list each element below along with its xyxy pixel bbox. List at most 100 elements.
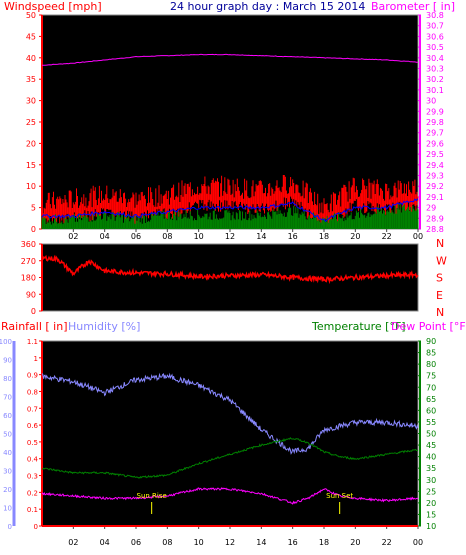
sunset-label: Sun Set xyxy=(326,492,353,500)
compass-label: N xyxy=(436,306,444,319)
baro-axis-label: 29.9 xyxy=(426,107,444,116)
barometer-line xyxy=(41,53,419,66)
temperature-axis-label: 10 xyxy=(426,522,436,531)
temperature-axis-label: 45 xyxy=(426,441,436,450)
baro-axis-label: 29.7 xyxy=(426,129,444,138)
rain-axis-label: 0.3 xyxy=(27,473,38,481)
dewpoint-line xyxy=(41,487,419,505)
compass-label: E xyxy=(436,289,443,302)
baro-axis-label: 30.7 xyxy=(426,22,444,31)
wind-axis-label: 50 xyxy=(26,11,36,20)
baro-axis-label: 30 xyxy=(426,97,436,106)
humidity-axis-label: 50 xyxy=(3,431,12,439)
x-axis-label: 04 xyxy=(100,538,110,547)
wind-axis-label: 20 xyxy=(26,139,36,148)
temperature-axis-label: 75 xyxy=(426,372,436,381)
rain-axis-label: 0.5 xyxy=(27,439,38,447)
graph-date-title: 24 hour graph day : March 15 2014 xyxy=(170,0,365,13)
wind-direction-line xyxy=(41,254,419,285)
x-axis-label: 06 xyxy=(131,538,141,547)
rain-axis-label: 0.7 xyxy=(27,405,38,413)
x-axis-label: 08 xyxy=(162,232,172,241)
temperature-axis-label: 35 xyxy=(426,464,436,473)
temperature-axis-label: 30 xyxy=(426,476,436,485)
humidity-line xyxy=(41,372,419,455)
x-axis-label: 20 xyxy=(350,538,360,547)
humidity-axis-label: 80 xyxy=(3,375,12,383)
temperature-axis-label: 80 xyxy=(426,360,436,369)
temperature-axis-label: 20 xyxy=(426,499,436,508)
dewpoint-title: Dew Point [°F] xyxy=(391,320,466,333)
rain-axis-label: 0.1 xyxy=(27,506,38,514)
wind-axis-label: 10 xyxy=(26,182,36,191)
x-axis-label: 12 xyxy=(225,232,235,241)
temperature-axis-label: 65 xyxy=(426,395,436,404)
wind-axis-label: 15 xyxy=(26,161,36,170)
rain-axis-label: 0.8 xyxy=(27,388,38,396)
compass-label: W xyxy=(436,254,447,267)
windspeed-title: Windspeed [mph] xyxy=(4,0,102,13)
baro-axis-label: 30.2 xyxy=(426,75,444,84)
sunrise-label: Sun Rise xyxy=(137,492,167,500)
baro-axis-label: 28.9 xyxy=(426,214,444,223)
direction-axis-label: 0 xyxy=(31,307,36,316)
humidity-axis-label: 40 xyxy=(3,449,12,457)
baro-axis-label: 29.8 xyxy=(426,118,444,127)
humidity-axis-label: 90 xyxy=(3,357,12,365)
barometer-title: Barometer [ in] xyxy=(371,0,455,13)
x-axis-label: 00 xyxy=(413,232,423,241)
x-axis-label: 10 xyxy=(194,232,204,241)
x-axis-label: 22 xyxy=(382,538,392,547)
wind-axis-label: 45 xyxy=(26,32,36,41)
humidity-axis-label: 10 xyxy=(3,505,12,513)
humidity-axis-label: 100 xyxy=(0,338,12,346)
direction-axis-label: 180 xyxy=(21,274,36,283)
compass-label: S xyxy=(436,272,443,285)
wind-axis-label: 25 xyxy=(26,118,36,127)
baro-axis-label: 29.4 xyxy=(426,161,444,170)
humidity-title: Humidity [%] xyxy=(68,320,140,333)
x-axis-label: 02 xyxy=(68,232,78,241)
x-axis-label: 04 xyxy=(100,232,110,241)
compass-label: N xyxy=(436,237,444,250)
temperature-axis-label: 40 xyxy=(426,453,436,462)
humidity-axis-label: 60 xyxy=(3,412,12,420)
humidity-axis-label: 0 xyxy=(8,523,12,531)
direction-axis-label: 90 xyxy=(26,290,36,299)
wind-axis-label: 30 xyxy=(26,97,36,106)
temperature-axis-label: 90 xyxy=(426,337,436,346)
baro-axis-label: 28.8 xyxy=(426,225,444,234)
baro-axis-label: 30.5 xyxy=(426,43,444,52)
baro-axis-label: 29.6 xyxy=(426,139,444,148)
wind-gust-bars xyxy=(41,175,419,229)
baro-axis-label: 30.6 xyxy=(426,32,444,41)
wind-average-line xyxy=(41,198,419,223)
baro-axis-label: 30.8 xyxy=(426,11,444,20)
baro-axis-label: 29.1 xyxy=(426,193,444,202)
wind-axis-label: 35 xyxy=(26,75,36,84)
x-axis-label: 20 xyxy=(350,232,360,241)
temperature-axis-label: 50 xyxy=(426,430,436,439)
rain-axis-label: 0.2 xyxy=(27,489,38,497)
x-axis-label: 08 xyxy=(162,538,172,547)
rain-axis-label: 0.4 xyxy=(27,456,39,464)
baro-axis-label: 30.1 xyxy=(426,86,444,95)
temperature-axis-label: 25 xyxy=(426,487,436,496)
baro-axis-label: 30.4 xyxy=(426,54,444,63)
x-axis-label: 14 xyxy=(256,232,266,241)
humidity-axis-label: 30 xyxy=(3,468,12,476)
baro-axis-label: 30.3 xyxy=(426,65,444,74)
rain-axis-label: 0 xyxy=(34,523,38,531)
x-axis-label: 16 xyxy=(288,538,298,547)
x-axis-label: 10 xyxy=(194,538,204,547)
x-axis-label: 06 xyxy=(131,232,141,241)
baro-axis-label: 29.5 xyxy=(426,150,444,159)
x-axis-label: 18 xyxy=(319,232,329,241)
x-axis-label: 12 xyxy=(225,538,235,547)
temperature-line xyxy=(41,436,419,479)
plot-area-3 xyxy=(41,340,419,527)
wind-axis-label: 5 xyxy=(31,204,36,213)
x-axis-label: 22 xyxy=(382,232,392,241)
rain-axis-label: 1.1 xyxy=(27,338,38,346)
